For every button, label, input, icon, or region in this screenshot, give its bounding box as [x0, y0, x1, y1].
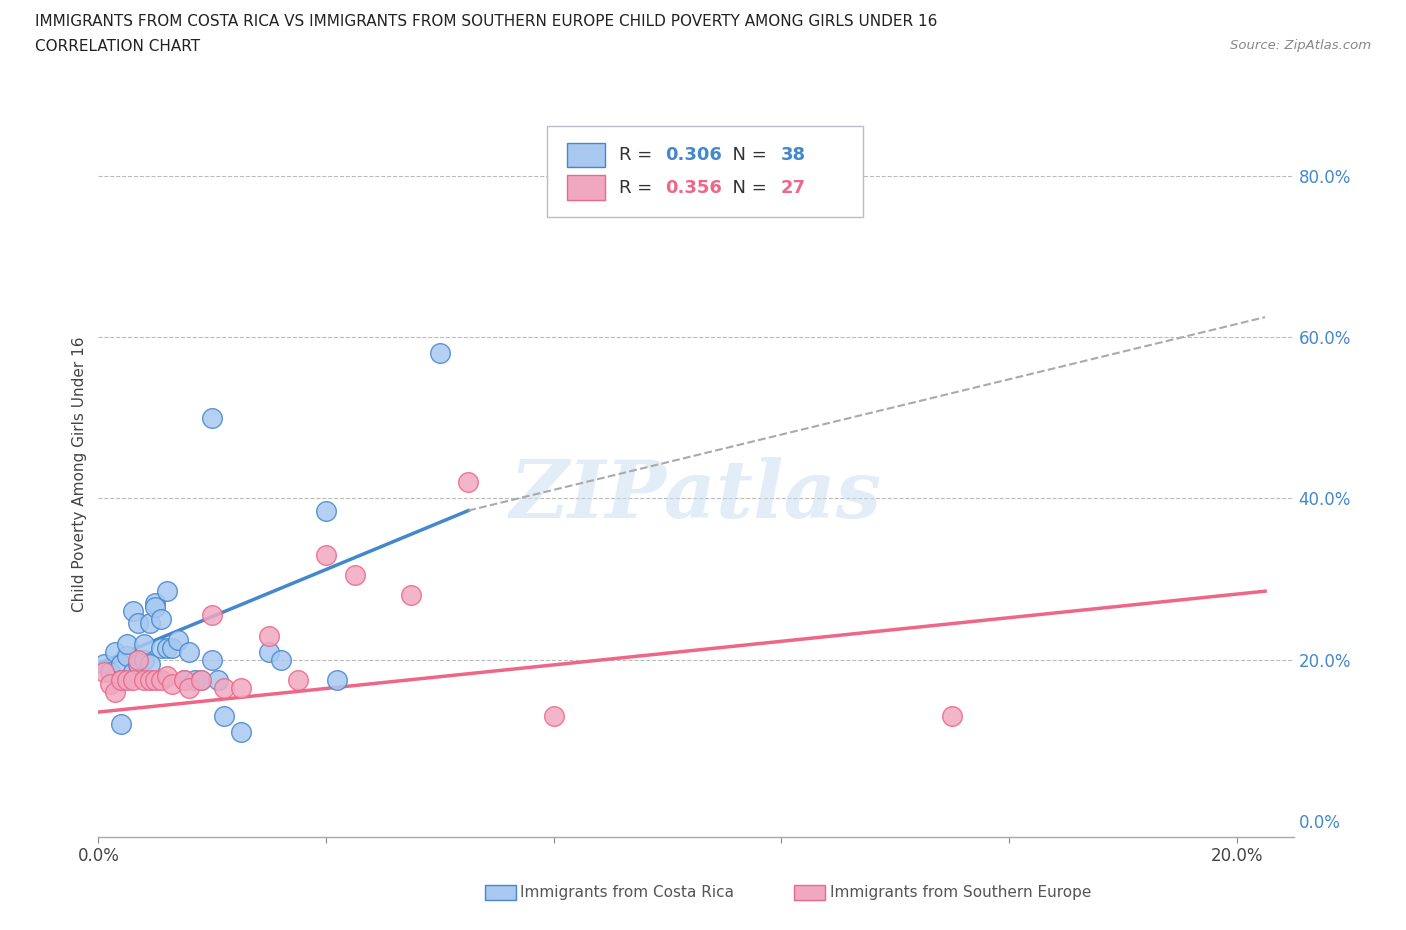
Text: 0.356: 0.356 — [665, 179, 721, 197]
Point — [121, 672, 143, 687]
Point — [156, 669, 179, 684]
Text: ZIPatlas: ZIPatlas — [510, 458, 882, 535]
Point — [257, 644, 280, 659]
Point — [201, 652, 224, 667]
Point — [143, 672, 166, 687]
Point — [162, 676, 184, 691]
Point — [110, 672, 132, 687]
Text: R =: R = — [620, 179, 658, 197]
Point — [429, 346, 451, 361]
Point — [212, 681, 235, 696]
Text: Source: ZipAtlas.com: Source: ZipAtlas.com — [1230, 39, 1371, 52]
FancyBboxPatch shape — [567, 143, 605, 167]
Point — [110, 672, 132, 687]
Point — [201, 410, 224, 425]
Point — [167, 632, 190, 647]
Point — [93, 664, 115, 679]
Y-axis label: Child Poverty Among Girls Under 16: Child Poverty Among Girls Under 16 — [72, 337, 87, 612]
Text: R =: R = — [620, 146, 658, 164]
Point — [115, 636, 138, 651]
Point — [207, 672, 229, 687]
Point — [156, 640, 179, 655]
Point — [201, 608, 224, 623]
Point — [229, 724, 252, 739]
Point — [121, 604, 143, 618]
Point — [190, 672, 212, 687]
Point — [179, 681, 201, 696]
Text: 0.306: 0.306 — [665, 146, 721, 164]
Point — [287, 672, 309, 687]
Point — [315, 503, 337, 518]
Point — [150, 672, 173, 687]
Point — [132, 652, 155, 667]
Point — [132, 636, 155, 651]
Point — [150, 640, 173, 655]
Text: CORRELATION CHART: CORRELATION CHART — [35, 39, 200, 54]
FancyBboxPatch shape — [567, 176, 605, 200]
Point — [270, 652, 292, 667]
Point — [315, 548, 337, 563]
Point — [543, 709, 565, 724]
Point — [401, 588, 423, 603]
Point — [941, 709, 963, 724]
Point — [138, 672, 160, 687]
Point — [121, 664, 143, 679]
Point — [184, 672, 207, 687]
Point — [229, 681, 252, 696]
Point — [162, 640, 184, 655]
Text: N =: N = — [721, 146, 772, 164]
Point — [110, 657, 132, 671]
Point — [98, 664, 121, 679]
Point — [127, 657, 149, 671]
Point — [138, 616, 160, 631]
Point — [143, 600, 166, 615]
Text: IMMIGRANTS FROM COSTA RICA VS IMMIGRANTS FROM SOUTHERN EUROPE CHILD POVERTY AMON: IMMIGRANTS FROM COSTA RICA VS IMMIGRANTS… — [35, 14, 938, 29]
Point — [212, 709, 235, 724]
Text: 27: 27 — [780, 179, 806, 197]
Text: 38: 38 — [780, 146, 806, 164]
Point — [127, 652, 149, 667]
FancyBboxPatch shape — [547, 126, 863, 217]
Point — [110, 717, 132, 732]
Point — [326, 672, 349, 687]
Point — [115, 672, 138, 687]
Point — [104, 644, 127, 659]
Point — [457, 475, 479, 490]
Point — [150, 612, 173, 627]
Point — [143, 596, 166, 611]
Text: Immigrants from Costa Rica: Immigrants from Costa Rica — [520, 885, 734, 900]
Text: N =: N = — [721, 179, 772, 197]
Point — [179, 644, 201, 659]
Point — [190, 672, 212, 687]
Point — [173, 672, 195, 687]
Point — [127, 616, 149, 631]
Point — [156, 584, 179, 599]
Point — [132, 672, 155, 687]
Text: Immigrants from Southern Europe: Immigrants from Southern Europe — [830, 885, 1091, 900]
Point — [138, 657, 160, 671]
Point — [98, 676, 121, 691]
Point — [173, 672, 195, 687]
Point — [343, 567, 366, 582]
Point — [257, 628, 280, 643]
Point — [93, 657, 115, 671]
Point — [104, 684, 127, 699]
Point — [115, 648, 138, 663]
